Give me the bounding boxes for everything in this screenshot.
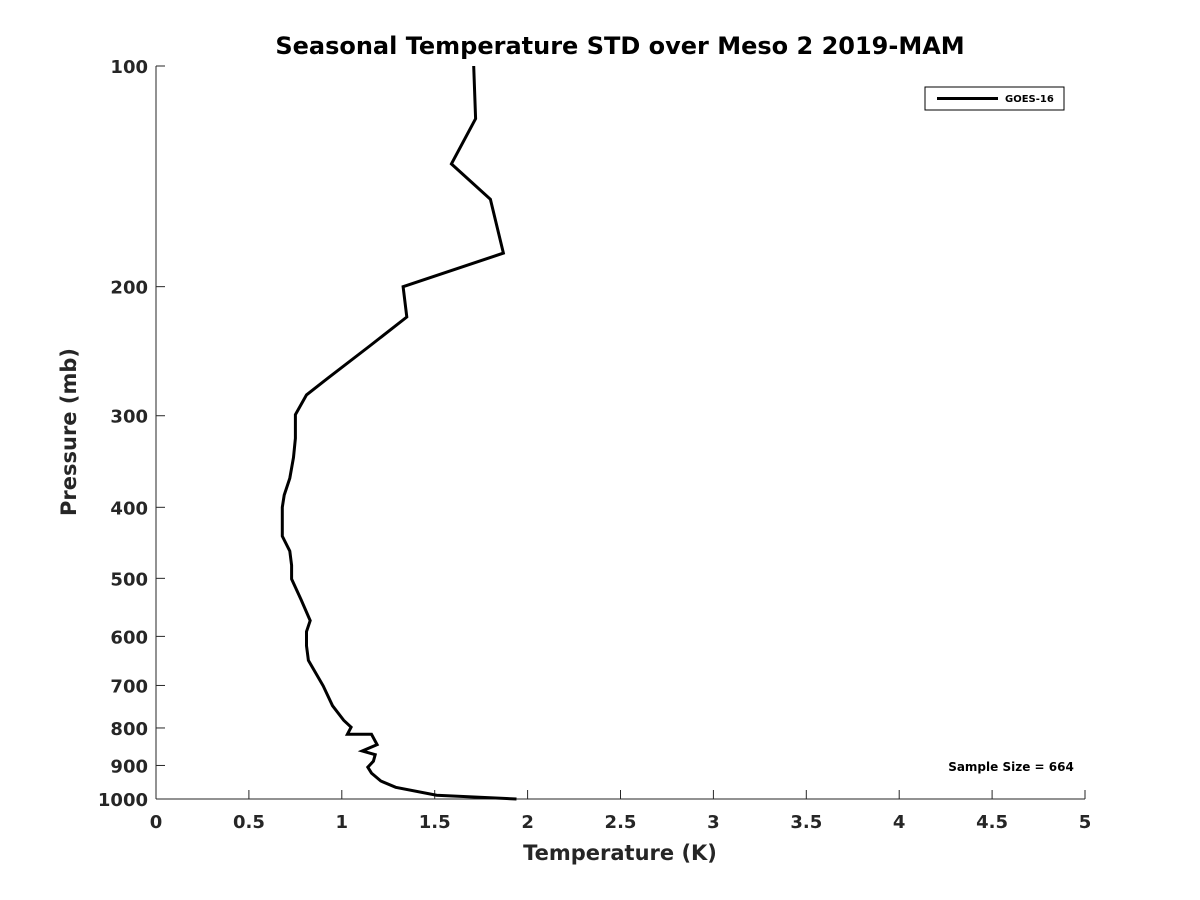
x-tick-label: 0.5: [233, 812, 265, 833]
x-tick-label: 2: [521, 812, 534, 833]
x-tick-label: 0: [150, 812, 163, 833]
y-tick-label: 200: [110, 278, 148, 299]
y-tick-label: 500: [110, 569, 148, 590]
x-tick-label: 1.5: [419, 812, 451, 833]
x-tick-label: 3.5: [790, 812, 822, 833]
y-tick-label: 900: [110, 756, 148, 777]
y-tick-label: 700: [110, 676, 148, 697]
y-tick-label: 100: [110, 57, 148, 78]
x-tick-label: 4: [893, 812, 906, 833]
series-line-goes-16: [280, 65, 517, 801]
y-tick-label: 300: [110, 407, 148, 428]
x-tick-label: 5: [1079, 812, 1092, 833]
plot-area: 0 0.5 1 1.5 2 2.5 3 3.5 4 4.5 5 100 200 300 400 500 600 7…: [98, 57, 1091, 833]
y-tick-label: 400: [110, 498, 148, 519]
y-tick-label: 800: [110, 719, 148, 740]
x-tick-label: 2.5: [605, 812, 637, 833]
y-axis-label: Pressure (mb): [57, 348, 81, 516]
y-tick-label: 1000: [98, 790, 148, 811]
legend: GOES-16: [924, 86, 1065, 111]
chart-title: Seasonal Temperature STD over Meso 2 201…: [275, 32, 964, 60]
x-axis-label: Temperature (K): [523, 841, 717, 865]
x-tick-label: 3: [707, 812, 720, 833]
legend-label-goes-16: GOES-16: [1005, 94, 1054, 105]
x-tick-label: 4.5: [976, 812, 1008, 833]
sample-size-annotation: Sample Size = 664: [948, 760, 1074, 774]
x-tick-label: 1: [336, 812, 349, 833]
y-tick-label: 600: [110, 627, 148, 648]
